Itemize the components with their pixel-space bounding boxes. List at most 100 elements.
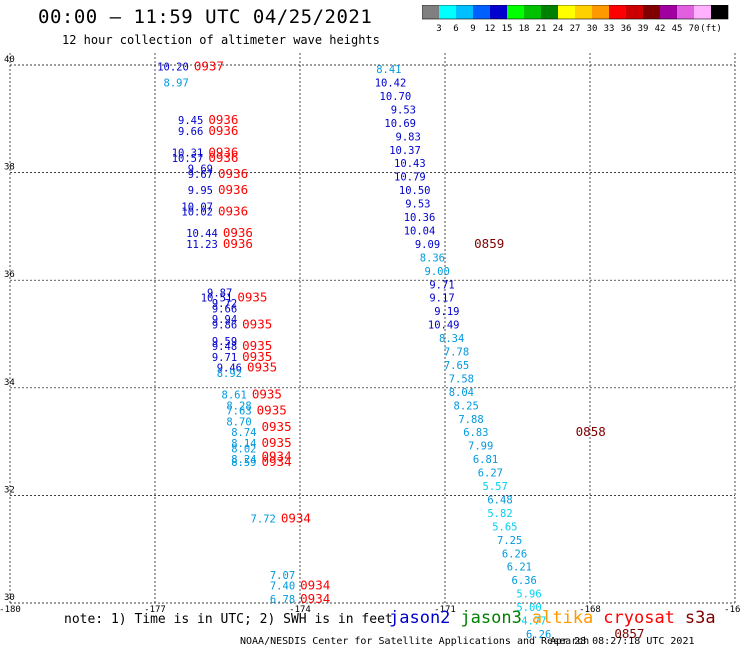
pass-time-label: 0936 (223, 236, 253, 251)
colorbar-label: 70 (689, 24, 700, 34)
colorbar-swatch (422, 5, 439, 19)
swh-value: 10.57 (172, 153, 204, 165)
swh-value: 10.36 (404, 212, 436, 224)
swh-value: 9.59 (212, 336, 237, 348)
y-tick-label: 30 (4, 593, 15, 603)
x-tick-label: -177 (144, 605, 166, 615)
swh-value: 11.23 (186, 239, 218, 251)
satellite-legend: jason2 jason3 altika cryosat s3a (389, 608, 726, 628)
pass-time-label: 0936 (218, 204, 248, 219)
swh-value: 6.78 (270, 594, 295, 606)
pass-time-label: 0936 (208, 123, 238, 138)
swh-value: 5.65 (492, 521, 517, 533)
swh-value: 6.26 (502, 548, 527, 560)
pass-time-label: 0859 (474, 236, 504, 251)
swh-value: 9.09 (415, 239, 440, 251)
colorbar-swatch (711, 5, 728, 19)
footer-timestamp: Apr 28 08:27:18 UTC 2021 (550, 636, 695, 647)
swh-value: 9.67 (188, 169, 213, 181)
swh-value: 6.21 (507, 562, 532, 574)
swh-value: 8.25 (454, 400, 479, 412)
footer-source: NOAA/NESDIS Center for Satellite Applica… (240, 636, 590, 647)
pass-time-label: 0935 (242, 349, 272, 364)
swh-value: 9.86 (212, 320, 237, 332)
legend-altika: altika (531, 608, 594, 628)
swh-value: 7.78 (444, 347, 469, 359)
swh-value: 9.95 (188, 185, 213, 197)
swh-value: 7.88 (458, 414, 483, 426)
pass-time-label: 0934 (281, 510, 311, 525)
colorbar-swatch (660, 5, 677, 19)
swh-value: 8.70 (226, 416, 251, 428)
y-tick-label: 40 (4, 55, 15, 65)
pass-time-label: 0935 (252, 387, 282, 402)
pass-time-label: 0937 (194, 58, 224, 73)
swh-value: 10.20 (157, 61, 189, 73)
swh-value: 8.74 (231, 427, 256, 439)
y-tick-label: 36 (4, 270, 15, 280)
colorbar-label: 15 (502, 24, 513, 34)
swh-value: 7.72 (251, 513, 276, 525)
swh-value: 9.69 (188, 164, 213, 176)
colorbar-label: 18 (519, 24, 530, 34)
swh-value: 10.49 (428, 320, 460, 332)
colorbar-label: 30 (587, 24, 598, 34)
swh-value: 8.97 (164, 78, 189, 90)
pass-time-label: 0857 (614, 626, 644, 641)
y-tick-label: 34 (4, 378, 15, 388)
swh-value: 9.94 (212, 314, 237, 326)
colorbar-swatch (473, 5, 490, 19)
pass-time-label: 0858 (576, 424, 606, 439)
swh-value: 9.46 (217, 363, 242, 375)
swh-value: 10.31 (172, 147, 204, 159)
x-tick-label: -171 (434, 605, 456, 615)
swh-value: 10.43 (394, 158, 426, 170)
colorbar-swatch (524, 5, 541, 19)
units-note: note: 1) Time is in UTC; 2) SWH is in fe… (64, 612, 393, 627)
pass-time-label: 0936 (208, 112, 238, 127)
colorbar-label: 24 (553, 24, 564, 34)
x-tick-label: -180 (0, 605, 21, 615)
colorbar-label: 27 (570, 24, 581, 34)
swh-value: 7.07 (270, 570, 295, 582)
legend-jason3: jason3 (460, 608, 522, 628)
swh-value: 10.50 (399, 185, 431, 197)
swh-value: 10.79 (394, 172, 426, 184)
swh-value: 8.59 (231, 457, 256, 469)
swh-value: 6.26 (526, 629, 551, 641)
pass-time-label: 0936 (223, 225, 253, 240)
pass-time-label: 0936 (218, 166, 248, 181)
swh-value: 9.72 (212, 298, 237, 310)
swh-value: 7.63 (226, 406, 251, 418)
swh-value: 10.42 (375, 78, 407, 90)
swh-value: 6.83 (463, 427, 488, 439)
pass-time-label: 0936 (208, 144, 238, 159)
swh-value: 5.00 (516, 602, 541, 614)
colorbar-label: 33 (604, 24, 615, 34)
swh-value: 9.19 (434, 306, 459, 318)
colorbar-swatch (626, 5, 643, 19)
pass-time-label: 0935 (262, 419, 292, 434)
colorbar-label: 21 (536, 24, 547, 34)
colorbar-label: 36 (621, 24, 632, 34)
swh-value: 10.02 (181, 207, 213, 219)
colorbar-label: 12 (485, 24, 496, 34)
swh-value: 5.82 (487, 508, 512, 520)
swh-value: 8.41 (376, 64, 401, 76)
colorbar-swatch (456, 5, 473, 19)
pass-time-label: 0934 (300, 578, 330, 593)
legend-jason2: jason2 (389, 608, 451, 628)
colorbar-swatch (592, 5, 609, 19)
colorbar-swatch (507, 5, 524, 19)
swh-value: 10.70 (380, 91, 412, 103)
swh-value: 7.58 (449, 373, 474, 385)
colorbar-swatch (677, 5, 694, 19)
swh-value: 8.24 (231, 454, 256, 466)
swh-value: 7.65 (444, 360, 469, 372)
colorbar-swatch (575, 5, 592, 19)
colorbar-label: 42 (655, 24, 666, 34)
y-tick-label: 32 (4, 485, 15, 495)
swh-value: 10.37 (389, 145, 421, 157)
legend-cryosat: cryosat (603, 608, 675, 628)
